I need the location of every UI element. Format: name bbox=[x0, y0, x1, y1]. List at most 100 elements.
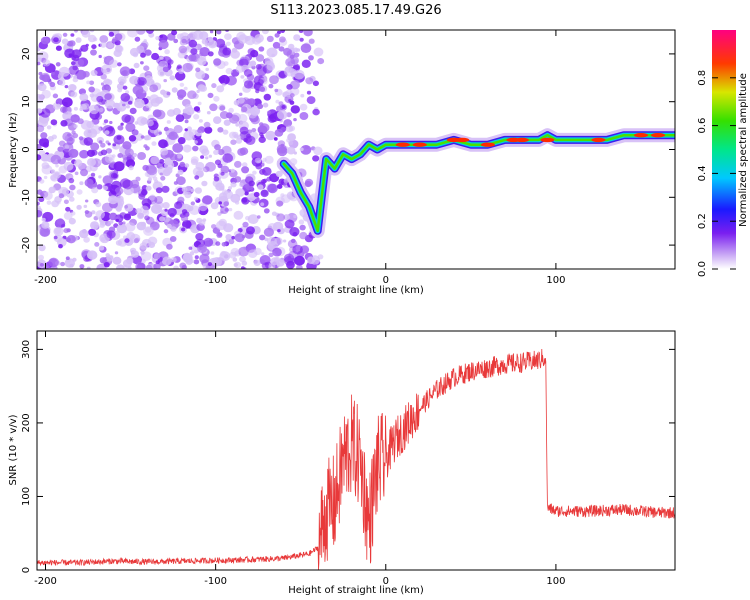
noise-speckle bbox=[293, 214, 297, 219]
y-tick-label: 0 bbox=[21, 146, 32, 152]
noise-speckle bbox=[80, 168, 88, 177]
noise-speckle bbox=[117, 62, 122, 67]
noise-speckle bbox=[195, 70, 206, 80]
noise-speckle bbox=[242, 221, 249, 228]
noise-speckle bbox=[48, 257, 59, 268]
noise-speckle bbox=[126, 105, 130, 109]
noise-speckle bbox=[68, 217, 76, 225]
noise-speckle bbox=[152, 201, 156, 205]
noise-speckle bbox=[39, 179, 45, 184]
noise-speckle bbox=[177, 94, 184, 100]
noise-speckle bbox=[53, 235, 58, 240]
noise-speckle bbox=[100, 73, 107, 80]
noise-speckle bbox=[64, 85, 69, 89]
noise-speckle bbox=[260, 202, 265, 207]
noise-speckle bbox=[136, 221, 146, 231]
noise-speckle bbox=[209, 30, 214, 34]
noise-speckle bbox=[181, 209, 188, 214]
noise-speckle bbox=[139, 242, 148, 250]
noise-speckle bbox=[259, 123, 270, 133]
noise-speckle bbox=[293, 151, 297, 155]
noise-speckle bbox=[208, 154, 212, 158]
noise-speckle bbox=[58, 79, 66, 86]
noise-speckle bbox=[62, 32, 68, 37]
noise-speckle bbox=[90, 221, 99, 230]
noise-speckle bbox=[132, 85, 144, 95]
noise-speckle bbox=[46, 125, 52, 130]
noise-speckle bbox=[140, 61, 144, 65]
noise-speckle bbox=[160, 175, 166, 181]
noise-speckle bbox=[38, 137, 50, 147]
noise-speckle bbox=[293, 118, 297, 122]
noise-speckle bbox=[267, 110, 271, 115]
noise-speckle bbox=[61, 97, 73, 108]
noise-speckle bbox=[149, 194, 156, 201]
noise-speckle bbox=[175, 71, 186, 81]
noise-speckle bbox=[107, 42, 114, 49]
noise-speckle bbox=[104, 99, 116, 109]
noise-speckle bbox=[312, 155, 320, 162]
noise-speckle bbox=[176, 176, 186, 186]
noise-speckle bbox=[210, 251, 215, 255]
noise-speckle bbox=[188, 54, 197, 62]
noise-speckle bbox=[286, 84, 293, 90]
colorbar-tick-label: 0.4 bbox=[697, 165, 708, 181]
noise-speckle bbox=[299, 224, 306, 231]
noise-speckle bbox=[279, 36, 286, 43]
noise-speckle bbox=[125, 90, 130, 94]
noise-speckle bbox=[72, 54, 80, 62]
noise-speckle bbox=[37, 154, 42, 161]
noise-speckle bbox=[211, 224, 217, 229]
snr-frame bbox=[36, 330, 676, 571]
noise-speckle bbox=[140, 52, 146, 58]
noise-speckle bbox=[134, 98, 145, 109]
noise-speckle bbox=[41, 89, 51, 99]
noise-speckle bbox=[37, 61, 41, 66]
noise-speckle bbox=[278, 101, 284, 106]
noise-speckle bbox=[130, 233, 141, 244]
noise-speckle bbox=[284, 66, 292, 73]
noise-speckle bbox=[162, 202, 170, 209]
noise-speckle bbox=[167, 207, 177, 217]
noise-speckle bbox=[195, 233, 204, 241]
noise-speckle bbox=[41, 193, 45, 197]
noise-speckle bbox=[166, 223, 172, 229]
noise-speckle bbox=[181, 38, 187, 44]
noise-speckle bbox=[228, 239, 235, 245]
noise-speckle bbox=[83, 236, 90, 243]
noise-speckle bbox=[277, 229, 281, 233]
noise-speckle bbox=[145, 75, 152, 81]
noise-speckle bbox=[50, 169, 56, 174]
noise-speckle bbox=[150, 81, 155, 85]
noise-speckle bbox=[40, 108, 51, 118]
noise-speckle bbox=[101, 64, 112, 75]
noise-speckle bbox=[115, 218, 120, 222]
noise-speckle bbox=[90, 172, 96, 177]
noise-speckle bbox=[83, 204, 88, 208]
noise-speckle bbox=[274, 237, 283, 246]
noise-speckle bbox=[184, 128, 188, 132]
noise-speckle bbox=[76, 204, 82, 210]
noise-speckle bbox=[201, 196, 210, 205]
noise-speckle bbox=[56, 218, 64, 225]
noise-speckle bbox=[225, 75, 237, 86]
noise-speckle bbox=[222, 47, 232, 56]
noise-speckle bbox=[150, 156, 160, 165]
noise-speckle bbox=[37, 57, 42, 62]
noise-speckle bbox=[116, 83, 125, 90]
snr-xlabel: Height of straight line (km) bbox=[288, 585, 424, 596]
noise-speckle bbox=[38, 71, 43, 76]
noise-speckle bbox=[159, 216, 165, 222]
ridge-peak bbox=[651, 133, 665, 138]
noise-speckle bbox=[88, 104, 100, 115]
ridge-peak bbox=[540, 137, 555, 143]
noise-speckle bbox=[40, 228, 50, 237]
noise-speckle bbox=[198, 219, 206, 226]
y-tick-label: 100 bbox=[21, 487, 32, 506]
noise-speckle bbox=[261, 252, 265, 256]
noise-speckle bbox=[283, 214, 290, 221]
noise-speckle bbox=[198, 203, 208, 212]
colorbar-tick-label: 0.6 bbox=[697, 118, 708, 134]
noise-speckle bbox=[237, 34, 249, 44]
